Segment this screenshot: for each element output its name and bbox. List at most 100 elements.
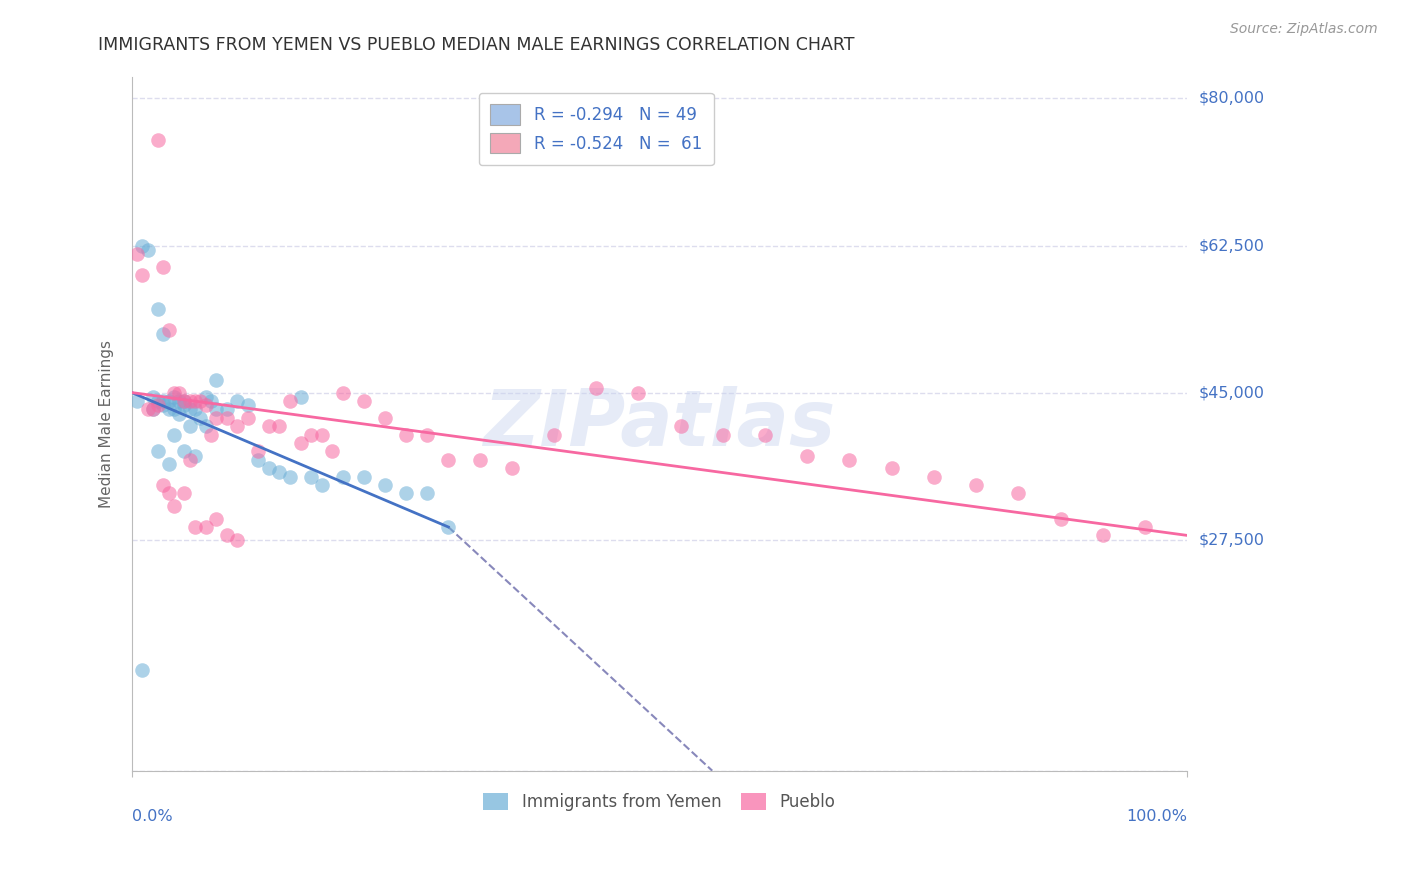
Point <box>395 486 418 500</box>
Text: $27,500: $27,500 <box>1198 533 1264 547</box>
Point <box>311 427 333 442</box>
Point <box>194 520 217 534</box>
Point <box>269 466 291 480</box>
Text: 0.0%: 0.0% <box>132 809 173 824</box>
Text: $45,000: $45,000 <box>1198 385 1264 400</box>
Point <box>146 394 169 409</box>
Point <box>374 410 396 425</box>
Point <box>142 402 165 417</box>
Point <box>152 398 174 412</box>
Point <box>416 427 439 442</box>
Point <box>247 452 270 467</box>
Point <box>200 427 222 442</box>
Point <box>131 268 153 282</box>
Point <box>131 238 153 252</box>
Point <box>167 407 190 421</box>
Point <box>321 444 343 458</box>
Point <box>173 444 195 458</box>
Point <box>922 469 945 483</box>
Point <box>395 427 418 442</box>
Point <box>257 419 280 434</box>
Point <box>173 486 195 500</box>
Point <box>880 461 903 475</box>
Point <box>179 419 201 434</box>
Point <box>226 533 249 547</box>
Point <box>184 394 207 409</box>
Text: IMMIGRANTS FROM YEMEN VS PUEBLO MEDIAN MALE EARNINGS CORRELATION CHART: IMMIGRANTS FROM YEMEN VS PUEBLO MEDIAN M… <box>98 36 855 54</box>
Point <box>416 486 439 500</box>
Point <box>468 452 491 467</box>
Text: 100.0%: 100.0% <box>1126 809 1187 824</box>
Point <box>669 419 692 434</box>
Point <box>152 326 174 341</box>
Point <box>136 243 159 257</box>
Text: $62,500: $62,500 <box>1198 238 1264 253</box>
Point <box>163 427 186 442</box>
Y-axis label: Median Male Earnings: Median Male Earnings <box>100 340 114 508</box>
Point <box>146 444 169 458</box>
Point <box>1133 520 1156 534</box>
Point <box>627 385 650 400</box>
Point <box>179 452 201 467</box>
Point <box>965 478 987 492</box>
Point <box>146 398 169 412</box>
Point <box>184 402 207 417</box>
Point <box>437 452 460 467</box>
Point <box>163 499 186 513</box>
Legend: Immigrants from Yemen, Pueblo: Immigrants from Yemen, Pueblo <box>477 787 842 818</box>
Point <box>215 410 238 425</box>
Point <box>179 402 201 417</box>
Point <box>157 322 180 336</box>
Point <box>1007 486 1029 500</box>
Point <box>247 444 270 458</box>
Point <box>163 385 186 400</box>
Point <box>278 394 301 409</box>
Point <box>184 449 207 463</box>
Point <box>205 410 228 425</box>
Point <box>796 449 818 463</box>
Point <box>167 385 190 400</box>
Point <box>188 394 211 409</box>
Text: Source: ZipAtlas.com: Source: ZipAtlas.com <box>1230 22 1378 37</box>
Point <box>179 394 201 409</box>
Point <box>131 663 153 677</box>
Point <box>146 133 169 147</box>
Point <box>188 410 211 425</box>
Point <box>142 402 165 417</box>
Point <box>205 511 228 525</box>
Point <box>157 402 180 417</box>
Point <box>167 394 190 409</box>
Point <box>754 427 776 442</box>
Point <box>353 469 375 483</box>
Point <box>236 410 259 425</box>
Point <box>163 402 186 417</box>
Point <box>1049 511 1071 525</box>
Point <box>269 419 291 434</box>
Point <box>152 260 174 274</box>
Point <box>200 394 222 409</box>
Point <box>146 301 169 316</box>
Point <box>215 528 238 542</box>
Point <box>205 373 228 387</box>
Point <box>278 469 301 483</box>
Point <box>157 486 180 500</box>
Point <box>152 478 174 492</box>
Text: $80,000: $80,000 <box>1198 91 1264 106</box>
Point <box>299 469 322 483</box>
Point <box>543 427 565 442</box>
Point <box>157 394 180 409</box>
Point <box>226 394 249 409</box>
Point <box>311 478 333 492</box>
Point <box>711 427 734 442</box>
Point <box>585 381 607 395</box>
Point <box>226 419 249 434</box>
Point <box>152 394 174 409</box>
Point <box>332 385 354 400</box>
Point <box>205 402 228 417</box>
Point <box>299 427 322 442</box>
Point <box>142 390 165 404</box>
Text: ZIPatlas: ZIPatlas <box>484 386 835 462</box>
Point <box>215 402 238 417</box>
Point <box>125 394 148 409</box>
Point <box>236 398 259 412</box>
